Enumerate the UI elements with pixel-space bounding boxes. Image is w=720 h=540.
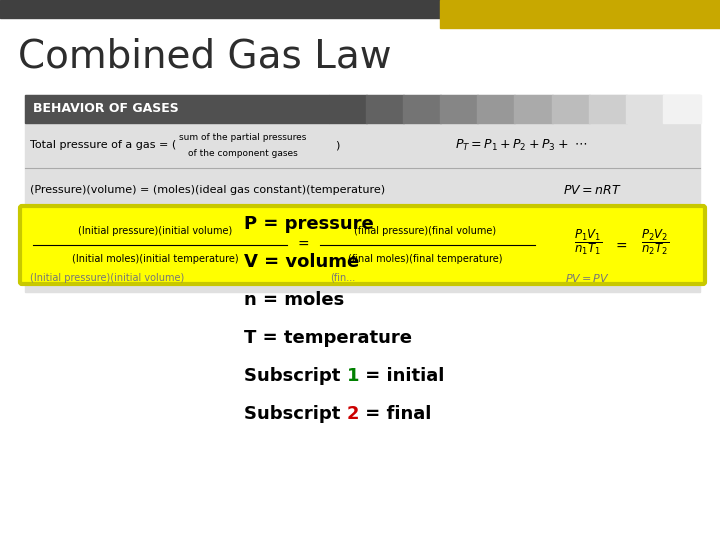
Text: ): ) xyxy=(335,140,339,150)
Text: Subscript: Subscript xyxy=(244,367,346,385)
Text: P = pressure: P = pressure xyxy=(244,215,374,233)
Bar xyxy=(25,95,700,292)
Text: (final pressure)(final volume): (final pressure)(final volume) xyxy=(354,226,496,236)
Text: $=$: $=$ xyxy=(613,238,627,252)
Bar xyxy=(440,18,720,28)
Text: = final: = final xyxy=(359,405,431,423)
FancyBboxPatch shape xyxy=(20,206,705,284)
Text: $\dfrac{P_2V_2}{n_2T_2}$: $\dfrac{P_2V_2}{n_2T_2}$ xyxy=(641,227,669,257)
Bar xyxy=(552,95,590,123)
Bar xyxy=(626,95,664,123)
Bar xyxy=(25,95,329,123)
Bar xyxy=(589,95,626,123)
Text: of the component gases: of the component gases xyxy=(188,148,298,158)
Bar xyxy=(477,95,516,123)
Text: (fin...: (fin... xyxy=(330,273,355,283)
Bar xyxy=(329,95,367,123)
Text: Subscript: Subscript xyxy=(244,405,346,423)
Text: =: = xyxy=(297,238,309,252)
Text: = initial: = initial xyxy=(359,367,444,385)
Text: V = volume: V = volume xyxy=(244,253,359,271)
Text: $PV = PV$: $PV = PV$ xyxy=(565,272,610,284)
Text: n = moles: n = moles xyxy=(244,291,344,309)
Text: T = temperature: T = temperature xyxy=(244,329,412,347)
Text: (Initial pressure)(initial volume): (Initial pressure)(initial volume) xyxy=(78,226,232,236)
Text: 1: 1 xyxy=(346,367,359,385)
Text: $PV = nRT$: $PV = nRT$ xyxy=(563,184,621,197)
Bar xyxy=(366,95,404,123)
Text: $P_T = P_1 + P_2 + P_3 + \ \cdots$: $P_T = P_1 + P_2 + P_3 + \ \cdots$ xyxy=(455,138,587,152)
Bar xyxy=(403,95,441,123)
Text: (Pressure)(volume) = (moles)(ideal gas constant)(temperature): (Pressure)(volume) = (moles)(ideal gas c… xyxy=(30,185,385,195)
Bar xyxy=(440,0,720,18)
Bar xyxy=(0,0,720,18)
Text: Total pressure of a gas = (: Total pressure of a gas = ( xyxy=(30,140,176,150)
Text: sum of the partial pressures: sum of the partial pressures xyxy=(179,132,307,141)
Text: BEHAVIOR OF GASES: BEHAVIOR OF GASES xyxy=(33,103,179,116)
Text: (Initial pressure)(initial volume): (Initial pressure)(initial volume) xyxy=(30,273,184,283)
Bar xyxy=(663,95,701,123)
Text: (Initial moles)(initial temperature): (Initial moles)(initial temperature) xyxy=(72,254,238,264)
Bar xyxy=(440,95,478,123)
Text: 2: 2 xyxy=(346,405,359,423)
Text: (final moles)(final temperature): (final moles)(final temperature) xyxy=(348,254,503,264)
Text: Combined Gas Law: Combined Gas Law xyxy=(18,38,392,76)
Text: $\dfrac{P_1V_1}{n_1T_1}$: $\dfrac{P_1V_1}{n_1T_1}$ xyxy=(574,227,602,257)
Bar xyxy=(514,95,552,123)
